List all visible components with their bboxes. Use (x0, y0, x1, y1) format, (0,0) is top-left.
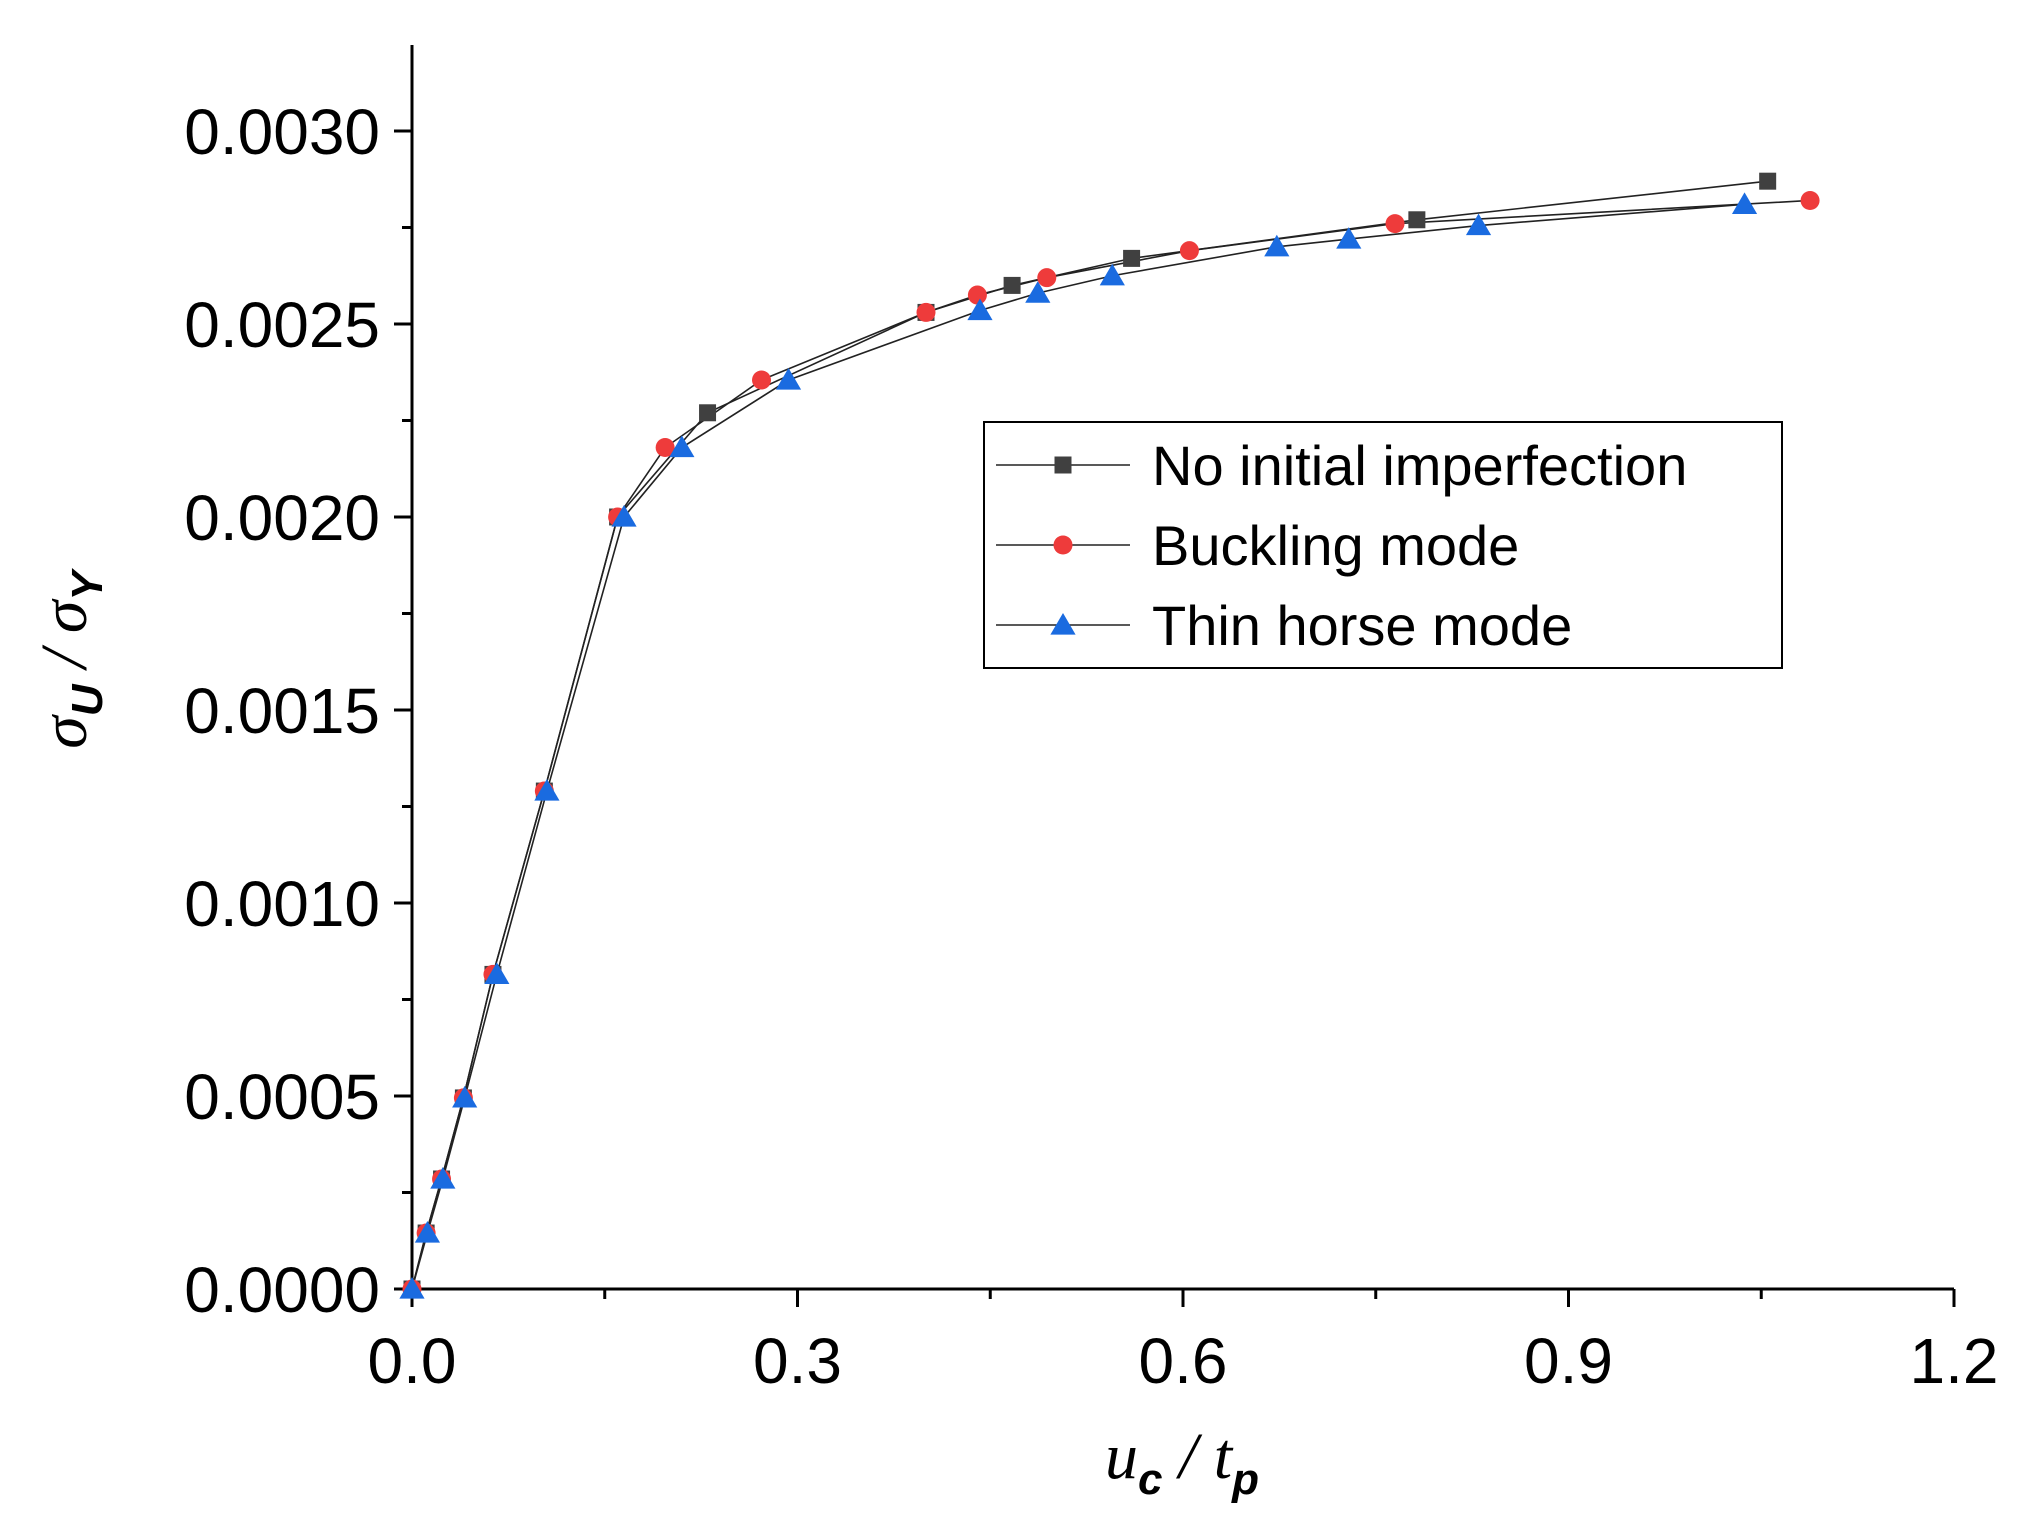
series-line-2 (411, 203, 1745, 1290)
data-point-circle (1037, 268, 1057, 288)
x-axis-title: uc / tp (1105, 1420, 1259, 1504)
data-point-circle (967, 285, 987, 305)
data-point-circle (1179, 241, 1199, 261)
y-tick-label: 0.0030 (184, 96, 380, 168)
data-point-triangle (1099, 263, 1125, 286)
legend-marker-square (1054, 456, 1072, 474)
legend-item: No initial imperfection (996, 434, 1687, 497)
legend-label: No initial imperfection (1152, 434, 1687, 497)
data-point-square (1759, 172, 1777, 190)
data-point-circle (1800, 190, 1820, 210)
data-point-triangle (775, 367, 802, 390)
x-tick-label: 0.0 (368, 1325, 457, 1397)
data-point-square (1003, 276, 1021, 294)
data-point-triangle (484, 962, 510, 985)
x-tick-label: 1.2 (1910, 1325, 1999, 1397)
data-point-triangle (1025, 281, 1051, 303)
legend-item: Buckling mode (996, 514, 1519, 577)
x-tick-label: 0.3 (753, 1325, 842, 1397)
data-point-triangle (669, 435, 695, 458)
x-tick-label: 0.6 (1139, 1325, 1228, 1397)
data-point-triangle (414, 1221, 441, 1243)
legend-item: Thin horse mode (996, 594, 1572, 657)
series-markers (399, 172, 1820, 1299)
data-point-triangle (534, 779, 560, 801)
y-axis-title: σU / σY (28, 568, 112, 749)
y-tick-label: 0.0020 (184, 482, 380, 554)
data-point-triangle (1264, 234, 1290, 257)
data-point-square (1123, 249, 1141, 267)
tick-labels: 0.0 0.3 0.6 0.9 1.2 0.0000 0.0005 0.0010 0.0015 0… (184, 96, 1998, 1397)
data-point-circle (655, 438, 675, 458)
y-tick-label: 0.0005 (184, 1061, 380, 1133)
legend-marker-circle (1053, 535, 1073, 555)
data-point-triangle (430, 1166, 456, 1189)
x-tick-label: 0.9 (1524, 1325, 1613, 1397)
y-tick-label: 0.0010 (184, 868, 380, 940)
series-line-0 (411, 180, 1768, 1290)
data-point-triangle (399, 1277, 425, 1299)
y-tick-label: 0.0000 (184, 1254, 380, 1326)
data-point-triangle (1336, 227, 1362, 249)
ticks (394, 129, 1956, 1307)
legend-marker-triangle (1050, 613, 1076, 635)
legend: No initial imperfection Buckling mode Thin… (983, 421, 1783, 669)
legend-label: Thin horse mode (1152, 594, 1572, 657)
y-tick-label: 0.0025 (184, 289, 380, 361)
series-lines (411, 180, 1811, 1290)
data-point-triangle (1465, 213, 1492, 236)
series-line-1 (411, 199, 1811, 1290)
y-tick-label: 0.0015 (184, 675, 380, 747)
data-point-circle (1385, 214, 1405, 234)
data-point-triangle (452, 1085, 478, 1108)
data-point-triangle (967, 298, 993, 321)
data-point-square (1408, 211, 1426, 229)
data-point-triangle (1731, 192, 1758, 214)
data-point-circle (916, 302, 936, 322)
data-point-circle (752, 370, 772, 390)
data-point-square (699, 404, 717, 422)
data-point-triangle (611, 505, 637, 527)
legend-label: Buckling mode (1152, 514, 1519, 577)
